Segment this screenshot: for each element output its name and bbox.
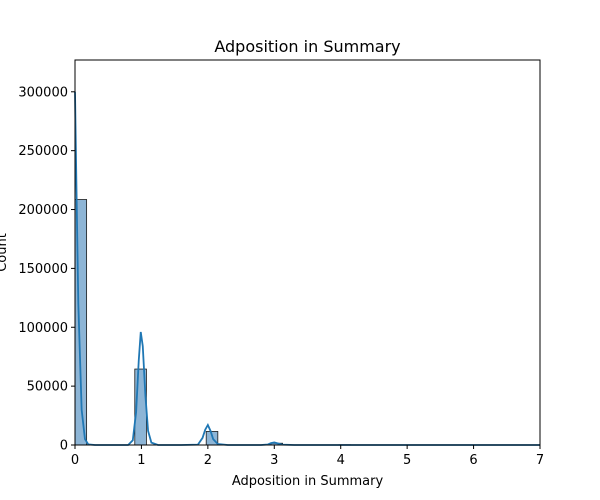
chart-title: Adposition in Summary: [214, 37, 400, 56]
x-tick-label-7: 7: [536, 453, 544, 468]
y-axis: 0 50000 100000 150000 200000 250000 300000: [18, 85, 75, 454]
y-tick-label-2: 100000: [18, 321, 68, 336]
x-tick-label-4: 4: [337, 453, 345, 468]
x-axis-label: Adposition in Summary: [232, 474, 384, 489]
x-tick-label-5: 5: [403, 453, 411, 468]
x-tick-label-1: 1: [137, 453, 145, 468]
x-tick-label-2: 2: [204, 453, 212, 468]
y-tick-label-5: 250000: [18, 144, 68, 159]
y-tick-label-3: 150000: [18, 262, 68, 277]
y-axis-label: Count: [0, 233, 10, 272]
plot-frame: [74, 59, 541, 446]
y-tick-label-0: 0: [60, 439, 68, 454]
y-tick-label-6: 300000: [18, 85, 68, 100]
x-axis: 0 1 2 3 4 5 6 7: [71, 445, 544, 468]
y-tick-label-4: 200000: [18, 203, 68, 218]
y-tick-label-1: 50000: [27, 380, 68, 395]
x-tick-label-3: 3: [270, 453, 278, 468]
x-tick-label-0: 0: [71, 453, 79, 468]
x-tick-label-6: 6: [469, 453, 477, 468]
